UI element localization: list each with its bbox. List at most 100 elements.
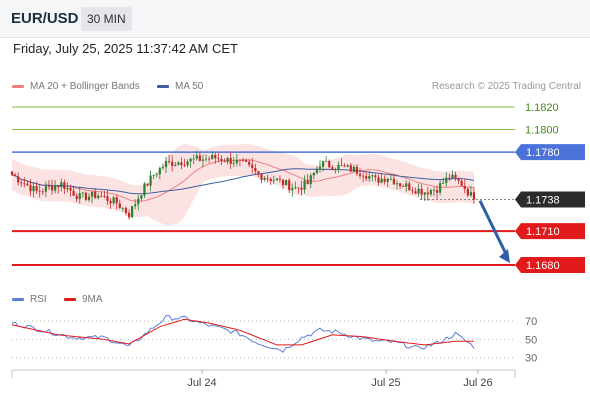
candle-body [355, 166, 359, 174]
candle-body [294, 187, 297, 189]
candle-body [365, 176, 368, 179]
candle-body [362, 175, 365, 177]
candle-body [174, 164, 177, 166]
candle-body [75, 195, 78, 200]
forecast-arrow-head [499, 249, 510, 264]
candle-body [87, 196, 91, 200]
candle-body [383, 178, 386, 182]
candle-body [78, 193, 81, 200]
candle-body [84, 192, 88, 200]
candle-body [103, 195, 106, 197]
candle-body [26, 183, 29, 186]
ma20-swatch [12, 84, 24, 88]
candle-body [457, 178, 460, 181]
level-tag-1.1680 [515, 257, 585, 274]
level-label-1.1710: 1.1710 [526, 226, 560, 238]
candle-body [118, 203, 121, 209]
candle-body [257, 171, 260, 175]
candle-body [408, 183, 411, 191]
candle-body [442, 183, 445, 184]
candle-body [94, 191, 97, 199]
candle-body [69, 187, 72, 191]
candle-body [411, 190, 414, 192]
candle-body [448, 177, 451, 179]
candle-body [72, 190, 75, 196]
candle-body [472, 192, 476, 200]
candle-body [208, 158, 211, 160]
timestamp: Friday, July 25, 2025 11:37:42 AM CET [13, 41, 238, 56]
forecast-arrow-line [478, 200, 509, 257]
candle-body [232, 163, 235, 165]
candle-body [417, 188, 420, 194]
candle-body [241, 160, 245, 161]
candle-body [29, 185, 32, 192]
header-bar: EUR/USD 30 MIN [0, 0, 590, 38]
candle-body [254, 167, 257, 172]
candle-body [81, 192, 84, 194]
candle-body [260, 174, 263, 180]
candle-body [439, 183, 442, 193]
candle-body [309, 175, 312, 185]
candle-body [426, 192, 429, 195]
candle-body [106, 196, 109, 201]
level-tag-1.1738 [515, 191, 585, 208]
candle-body [47, 186, 51, 187]
bollinger-band [12, 143, 474, 226]
level-label-1.1680: 1.1680 [526, 260, 560, 272]
candle-body [377, 177, 380, 183]
candle-body [463, 185, 466, 189]
candle-body [214, 154, 217, 159]
candle-body [398, 183, 402, 187]
candle-body [220, 158, 223, 162]
candle-body [195, 155, 198, 159]
candle-body [244, 160, 248, 162]
candle-body [155, 174, 158, 176]
candle-body [380, 178, 383, 183]
candle-body [35, 186, 38, 191]
candle-body [423, 192, 426, 195]
candle-body [454, 174, 457, 179]
candle-body [121, 208, 124, 209]
rsi-swatch [12, 297, 24, 301]
legend-rsi-label: RSI [30, 294, 47, 305]
candle-body [312, 172, 315, 176]
candle-body [432, 189, 436, 191]
candle-body [291, 188, 294, 191]
candle-body [386, 178, 389, 182]
timeframe-button[interactable]: 30 MIN [81, 7, 132, 31]
candle-body [229, 157, 232, 164]
candle-body [389, 178, 392, 180]
candle-body [275, 178, 278, 181]
candle-body [248, 161, 251, 165]
candle-body [223, 161, 226, 162]
candle-body [226, 157, 229, 162]
candle-body [97, 195, 100, 199]
legend-ma50: MA 50 [157, 81, 203, 92]
candle-body [17, 176, 20, 183]
candle-body [374, 175, 377, 178]
candle-body [44, 186, 47, 192]
candle-body [201, 159, 205, 161]
candle-body [263, 178, 266, 180]
candle-body [186, 161, 189, 166]
candle-body [54, 185, 57, 191]
candle-body [115, 197, 118, 204]
candle-body [10, 171, 14, 175]
candle-body [171, 161, 174, 166]
candle-body [140, 195, 143, 199]
candle-body [127, 212, 131, 218]
legend-9ma: 9MA [64, 294, 103, 305]
candle-body [164, 161, 168, 168]
candle-body [460, 180, 463, 186]
candle-body [429, 190, 432, 195]
candle-body [297, 187, 300, 189]
candle-body [321, 161, 325, 167]
candle-body [50, 186, 54, 191]
candle-body [143, 183, 146, 196]
candle-body [124, 208, 128, 213]
level-tag-1.1780 [515, 144, 585, 161]
ma9-swatch [64, 297, 76, 301]
rsi-tick-50: 50 [525, 334, 537, 346]
candle-body [167, 161, 171, 162]
